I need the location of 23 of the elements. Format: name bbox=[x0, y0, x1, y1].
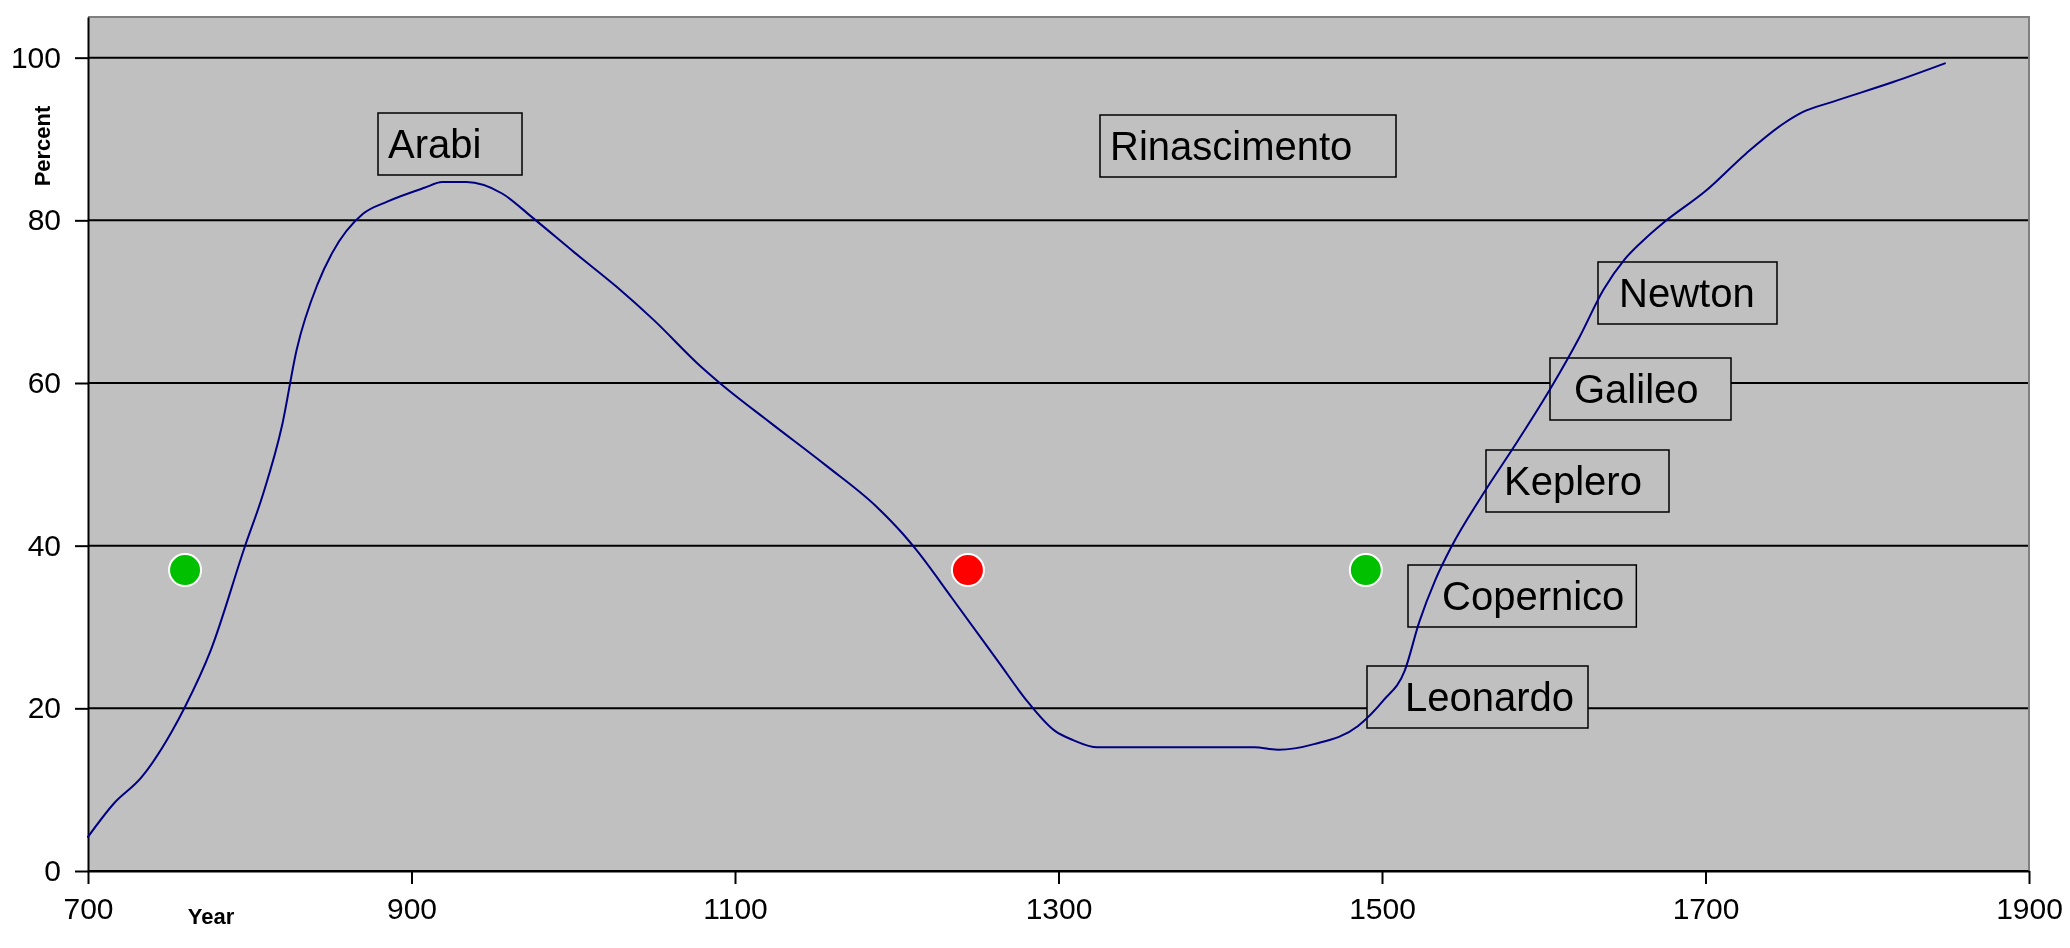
x-tick-label: 900 bbox=[386, 892, 438, 926]
x-tick-label: 1900 bbox=[1996, 892, 2063, 926]
annotation: Arabi bbox=[388, 122, 482, 166]
annotation: Rinascimento bbox=[1110, 124, 1353, 168]
x-tick-label: 700 bbox=[63, 892, 114, 926]
annotation: Newton bbox=[1619, 271, 1755, 315]
x-tick-label: 1100 bbox=[703, 892, 768, 926]
y-axis-title: Percent bbox=[30, 104, 55, 187]
x-tick-label: 1300 bbox=[1025, 892, 1093, 926]
line-series bbox=[87, 62, 1946, 838]
x-tick-label: 1500 bbox=[1349, 892, 1416, 926]
y-tick-label: 20 bbox=[27, 691, 61, 725]
annotation: Leonardo bbox=[1405, 675, 1575, 719]
y-tick-label: 100 bbox=[10, 40, 61, 74]
annotation: Galileo bbox=[1574, 367, 1699, 411]
annotation: Keplero bbox=[1504, 459, 1642, 503]
x-axis-title: Year bbox=[187, 904, 235, 929]
y-tick-label: 60 bbox=[27, 366, 61, 400]
y-tick-label: 0 bbox=[44, 854, 61, 888]
y-tick-label: 40 bbox=[27, 528, 61, 562]
annotation: Copernico bbox=[1442, 574, 1625, 618]
y-tick-label: 80 bbox=[27, 203, 61, 237]
x-tick-label: 1700 bbox=[1672, 892, 1740, 926]
